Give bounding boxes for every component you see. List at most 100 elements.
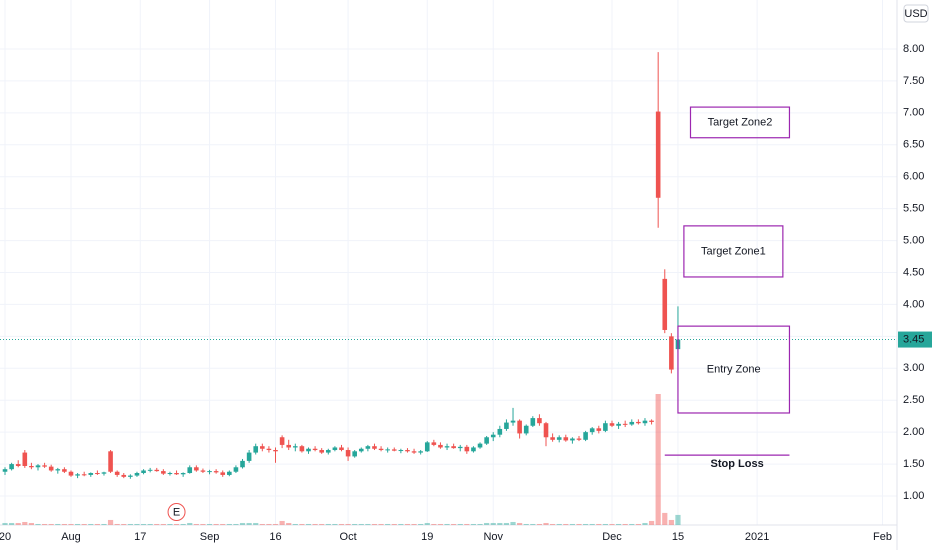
candle-body [101,472,107,474]
zone-box [677,325,791,414]
currency-label: USD [904,8,927,20]
volume-bar [266,523,272,525]
volume-bar [418,523,424,525]
candle-body [418,451,423,453]
volume-bar [635,523,641,525]
volume-bar [648,520,655,525]
volume-bar [81,523,87,525]
volume-bar [220,523,226,525]
volume-bar [503,522,510,525]
candle-body [279,437,285,445]
volume-bar [101,523,107,525]
candle-body [622,423,628,425]
candle-body [570,438,575,441]
volume-bar [48,523,54,525]
volume-bar [193,523,199,525]
candle-body [2,469,8,472]
y-tick-label: 1.50 [903,458,924,470]
volume-bar [22,521,28,525]
candle-body [273,450,278,452]
candle-body [62,469,67,472]
candle-body [523,425,529,434]
candle-body [530,418,536,426]
volume-bar [404,523,411,525]
candle-body [293,446,298,448]
x-tick-label: Feb [873,531,892,543]
volume-bar [94,523,100,525]
candle-body [345,450,351,457]
candle-body [299,446,305,452]
candle-body [114,471,120,475]
volume-bar [68,523,74,525]
y-tick-label: 2.50 [903,394,924,406]
candle-body [108,451,113,472]
candle-body [589,428,595,433]
y-tick-label: 8.00 [903,43,924,55]
candle-body [444,446,450,448]
candle-body [220,472,226,475]
volume-bar [464,523,470,525]
candle-body [391,449,397,451]
candle-body [504,422,509,429]
volume-bar [365,523,371,525]
volume-bar [523,523,529,525]
volume-bar [279,520,285,525]
candle-body [253,446,259,453]
candle-body [438,444,443,448]
volume-bar [517,522,523,525]
volume-bar [391,523,397,525]
candle-body [266,448,272,451]
volume-bar [253,522,259,525]
volume-bar [470,523,477,525]
volume-bar [299,523,305,525]
candle-body [325,450,331,453]
candle-body [42,465,47,467]
candle-body [517,420,522,434]
candle-body [9,464,14,470]
candle-body [543,423,549,438]
volume-bar [398,523,404,525]
volume-bar [655,394,661,525]
candle-body [616,423,621,426]
volume-bar [319,523,325,525]
volume-bar [233,523,239,525]
candle-body [636,421,641,424]
volume-bar [312,523,318,525]
volume-bar [286,522,292,525]
volume-bar [325,523,331,525]
candle-body [431,442,437,445]
volume-bar [180,523,186,525]
volume-bar [662,512,668,525]
candle-body [576,438,582,440]
volume-bar [411,523,417,525]
y-tick-label: 7.50 [903,75,924,87]
candle-body [477,443,483,448]
candle-body [233,467,239,472]
volume-bar [127,523,133,525]
volume-bar [484,522,490,525]
volume-bar [622,523,628,525]
candle-body [457,446,463,449]
candle-body [154,469,160,472]
candle-body [187,467,193,474]
candle-body [358,448,364,452]
volume-bar [424,522,430,525]
candle-body [161,471,166,474]
volume-bar [345,523,351,525]
x-tick-label: Aug [61,531,81,543]
x-tick-label: Sep [200,531,220,543]
candle-body [563,437,569,441]
volume-bar [431,523,437,525]
candle-body [88,473,94,475]
volume-bar [200,523,206,525]
candle-body [669,336,674,370]
volume-bar [107,519,114,525]
volume-bar [668,519,674,525]
volume-bar [530,523,536,525]
zone-box [683,225,784,278]
volume-bar [88,523,94,525]
y-tick-label: 5.50 [903,203,924,215]
volume-bar [609,523,615,525]
candle-body [378,448,384,451]
x-tick-label: 19 [421,531,433,543]
